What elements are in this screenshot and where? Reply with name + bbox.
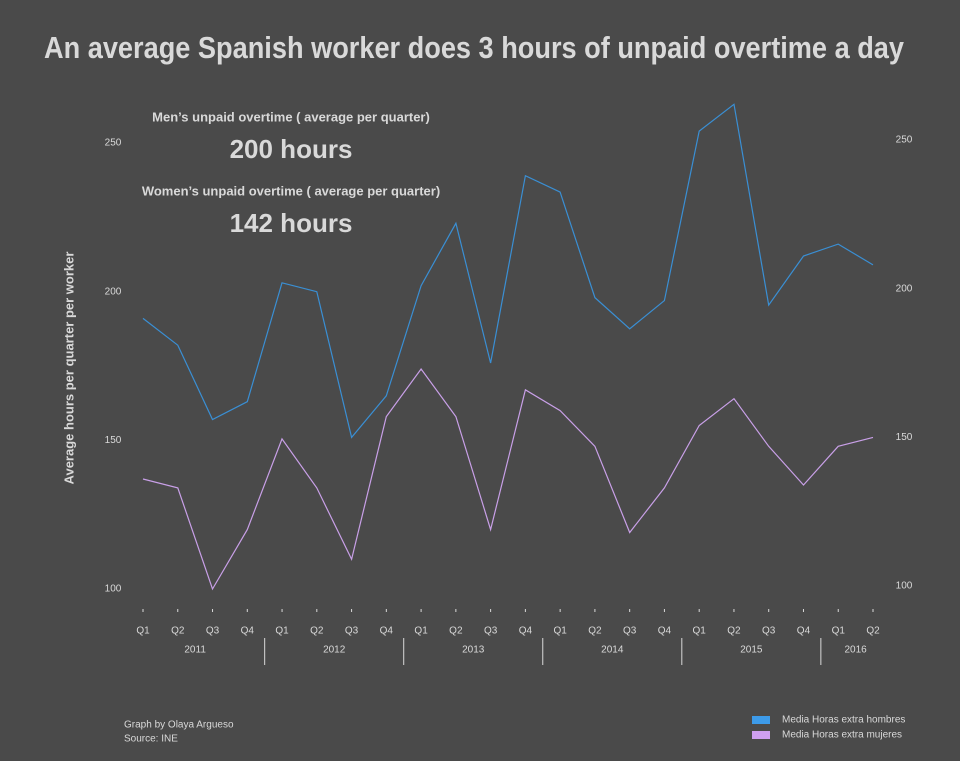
x-tick-label: Q4 xyxy=(797,626,811,637)
year-label: 2011 xyxy=(184,645,206,656)
annotation-value: 200 hours xyxy=(230,134,353,164)
legend-label: Media Horas extra mujeres xyxy=(782,730,902,741)
year-label: 2012 xyxy=(323,645,346,656)
x-tick-label: Q1 xyxy=(693,626,707,637)
legend-swatch xyxy=(752,716,770,724)
y2-tick-label: 200 xyxy=(896,283,913,294)
line-series xyxy=(142,103,874,439)
legend-label: Media Horas extra hombres xyxy=(782,715,905,726)
x-tick-label: Q2 xyxy=(310,626,324,637)
x-tick-label: Q4 xyxy=(241,626,255,637)
x-tick-label: Q3 xyxy=(762,626,776,637)
y-tick-label: 100 xyxy=(105,584,122,595)
x-tick-label: Q1 xyxy=(832,626,846,637)
x-tick-label: Q2 xyxy=(866,626,880,637)
x-tick-label: Q1 xyxy=(553,626,567,637)
x-tick-label: Q4 xyxy=(658,626,672,637)
legend-swatch xyxy=(752,731,770,739)
x-tick-label: Q4 xyxy=(380,626,394,637)
year-label: 2015 xyxy=(740,645,763,656)
x-tick-label: Q1 xyxy=(414,626,428,637)
annotation-label: Men’s unpaid overtime ( average per quar… xyxy=(152,109,430,124)
x-tick-label: Q2 xyxy=(449,626,463,637)
x-tick-label: Q3 xyxy=(623,626,637,637)
y-tick-label: 150 xyxy=(105,435,122,446)
x-tick-label: Q3 xyxy=(206,626,220,637)
x-tick-label: Q2 xyxy=(588,626,602,637)
y-tick-label: 200 xyxy=(105,286,122,297)
y2-tick-label: 100 xyxy=(896,581,913,592)
y-tick-label: 250 xyxy=(105,138,122,149)
x-tick-label: Q3 xyxy=(345,626,359,637)
x-tick-label: Q3 xyxy=(484,626,498,637)
x-tick-label: Q4 xyxy=(519,626,533,637)
annotation-label: Women’s unpaid overtime ( average per qu… xyxy=(142,183,440,198)
credit: Source: INE xyxy=(124,734,178,745)
chart-title: An average Spanish worker does 3 hours o… xyxy=(44,30,905,65)
x-tick-label: Q1 xyxy=(136,626,150,637)
y2-tick-label: 250 xyxy=(896,135,913,146)
x-tick-label: Q2 xyxy=(727,626,741,637)
x-tick-label: Q2 xyxy=(171,626,185,637)
credit: Graph by Olaya Argueso xyxy=(124,720,234,731)
year-label: 2014 xyxy=(601,645,624,656)
year-label: 2016 xyxy=(844,645,867,656)
x-tick-label: Q1 xyxy=(275,626,289,637)
y2-tick-label: 150 xyxy=(896,432,913,443)
line-series xyxy=(142,367,874,591)
annotation-value: 142 hours xyxy=(230,208,353,238)
year-label: 2013 xyxy=(462,645,485,656)
y-axis-label: Average hours per quarter per worker xyxy=(61,252,76,485)
